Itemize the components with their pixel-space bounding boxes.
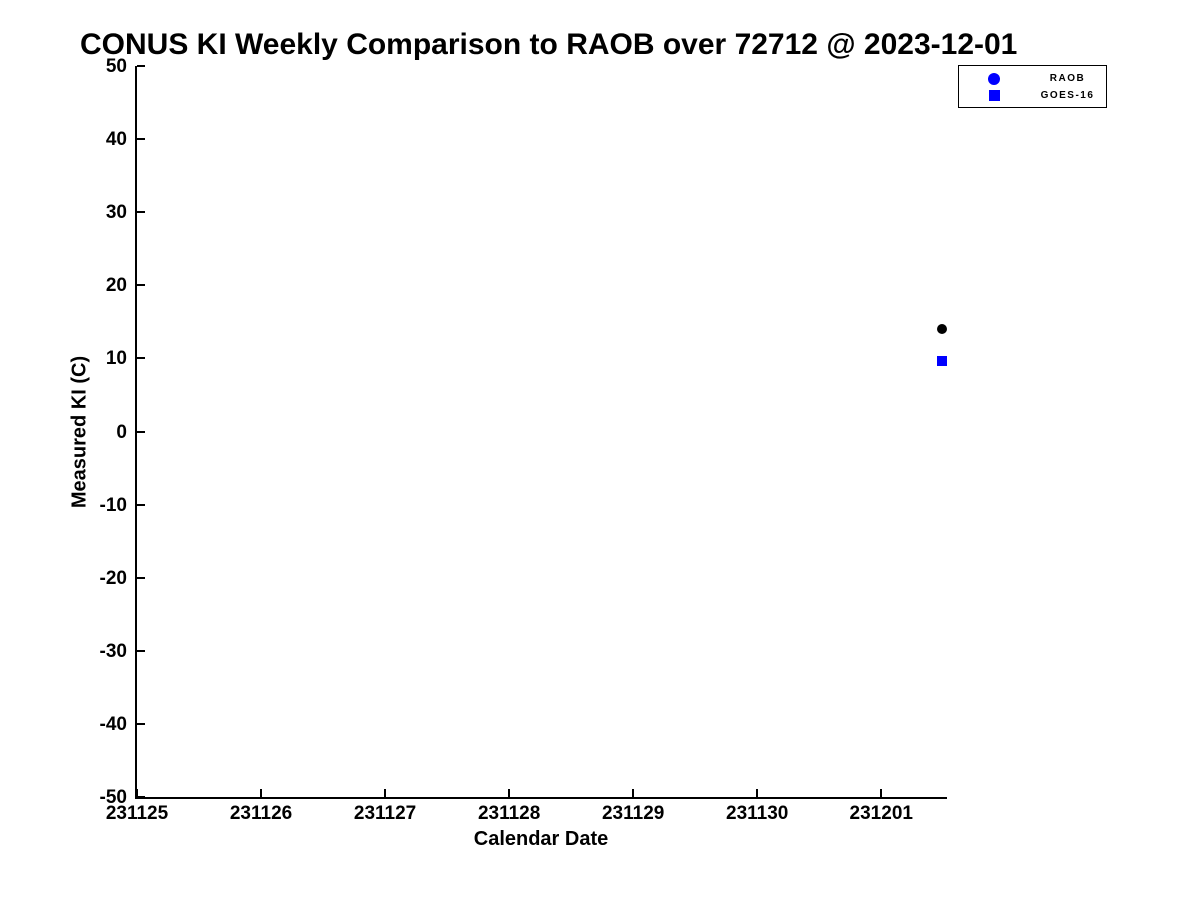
y-tick-mark bbox=[137, 65, 145, 67]
x-tick-label: 231127 bbox=[353, 803, 417, 824]
x-tick-mark bbox=[508, 789, 511, 797]
x-axis-label: Calendar Date bbox=[473, 828, 609, 850]
y-tick-label: 0 bbox=[116, 421, 127, 443]
x-tick-mark bbox=[632, 789, 635, 797]
data-point-goes-16 bbox=[937, 356, 948, 367]
y-tick-mark bbox=[137, 796, 145, 798]
y-tick-label: 10 bbox=[105, 348, 127, 370]
chart-title: CONUS KI Weekly Comparison to RAOB over … bbox=[80, 28, 1018, 61]
x-tick-mark bbox=[384, 789, 387, 797]
x-tick-mark bbox=[136, 789, 138, 797]
y-tick-mark bbox=[137, 430, 145, 433]
y-tick-label: 30 bbox=[105, 202, 127, 224]
y-tick-mark bbox=[137, 138, 145, 141]
x-tick-label: 231201 bbox=[849, 803, 913, 824]
data-point-raob bbox=[937, 324, 948, 335]
x-tick-label: 231125 bbox=[105, 803, 169, 824]
y-tick-mark bbox=[137, 576, 145, 579]
legend-marker-cell bbox=[959, 72, 1029, 85]
y-tick-label: -20 bbox=[99, 567, 127, 589]
legend: RAOB GOES-16 bbox=[958, 65, 1107, 108]
y-tick-label: -40 bbox=[99, 713, 127, 735]
y-tick-label: 50 bbox=[105, 56, 127, 77]
x-tick-label: 231129 bbox=[601, 803, 665, 824]
y-tick-mark bbox=[137, 722, 145, 725]
plot-area: 50 40 30 20 10 0 -10 -20 -30 -40 -50 231125 231126 23… bbox=[100, 57, 948, 824]
y-tick-label: -30 bbox=[99, 640, 127, 662]
y-tick-label: 40 bbox=[105, 129, 127, 151]
legend-label: GOES-16 bbox=[1040, 90, 1095, 101]
circle-icon bbox=[988, 72, 1000, 85]
x-tick-mark bbox=[880, 789, 883, 797]
y-tick-label: -10 bbox=[99, 494, 127, 516]
x-tick-mark bbox=[260, 789, 263, 797]
y-tick-mark bbox=[137, 284, 145, 287]
x-tick-label: 231126 bbox=[229, 803, 293, 824]
legend-row: GOES-16 bbox=[959, 87, 1106, 104]
square-icon bbox=[988, 90, 1000, 101]
x-tick-mark bbox=[756, 789, 759, 797]
y-tick-mark bbox=[137, 357, 145, 360]
y-tick-mark bbox=[137, 503, 145, 506]
y-tick-label: 20 bbox=[105, 275, 127, 297]
y-tick-mark bbox=[137, 649, 145, 652]
legend-label: RAOB bbox=[1049, 73, 1086, 84]
legend-row: RAOB bbox=[959, 70, 1106, 87]
x-tick-label: 231128 bbox=[477, 803, 541, 824]
x-tick-label: 231130 bbox=[726, 803, 789, 824]
y-tick-mark bbox=[137, 211, 145, 214]
legend-marker-cell bbox=[959, 90, 1029, 101]
y-tick-label: -50 bbox=[99, 787, 127, 808]
